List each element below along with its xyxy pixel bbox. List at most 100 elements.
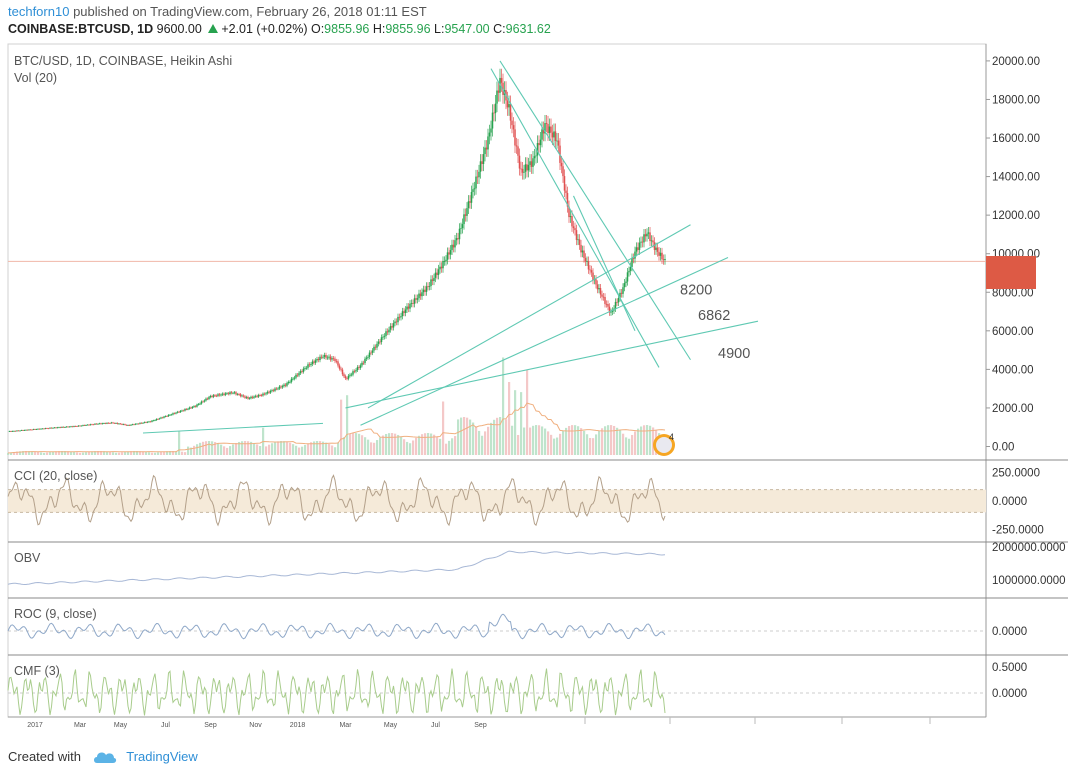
volume-bar	[292, 444, 295, 455]
candle-body	[362, 362, 365, 364]
candle-body	[464, 214, 467, 216]
volume-bar	[481, 435, 484, 455]
volume-bar	[139, 451, 142, 455]
volume-bar	[91, 451, 94, 455]
candle-body	[389, 326, 392, 330]
author-link[interactable]: techforn10	[8, 4, 70, 19]
volume-bar	[265, 446, 268, 455]
candle-body	[55, 427, 57, 429]
candle-body	[164, 416, 167, 417]
candle-body	[458, 228, 461, 240]
candle-body	[185, 409, 188, 410]
candle-body	[167, 414, 170, 417]
candle-body	[433, 277, 435, 281]
symbol-info-bar: COINBASE:BTCUSD, 1D 9600.00 +2.01 (+0.02…	[8, 22, 551, 36]
candle-body	[224, 393, 227, 395]
candle-body	[587, 261, 590, 270]
candle-body	[622, 287, 624, 294]
candle-body	[662, 259, 665, 261]
candle-body	[323, 355, 326, 357]
volume-bar	[163, 451, 166, 455]
candle-body	[566, 193, 569, 207]
candle-body	[452, 244, 455, 248]
candle-body	[290, 378, 293, 382]
volume-bar	[538, 425, 541, 455]
trendline	[499, 60, 691, 361]
candle-body	[47, 428, 50, 430]
candle-body	[319, 356, 321, 361]
candle-body	[418, 293, 420, 299]
chart-title: BTC/USD, 1D, COINBASE, Heikin Ashi	[14, 54, 232, 68]
candle-body	[364, 358, 366, 363]
candle-body	[154, 420, 156, 421]
cci-line	[7, 474, 666, 527]
volume-bar	[631, 434, 634, 455]
volume-bar	[451, 438, 454, 455]
candle-body	[292, 378, 294, 380]
candle-body	[628, 270, 630, 273]
volume-bar	[346, 395, 349, 455]
candle-body	[245, 397, 248, 398]
volume-bar	[232, 444, 235, 455]
candle-body	[344, 376, 347, 379]
candle-body	[652, 240, 654, 243]
candle-body	[310, 364, 312, 366]
candle-body	[250, 396, 252, 399]
candle-body	[475, 176, 477, 189]
volume-bar	[226, 447, 229, 455]
candle-body	[10, 431, 12, 432]
candle-body	[244, 396, 246, 398]
volume-bar	[415, 437, 418, 455]
volume-bar	[532, 425, 535, 455]
candle-body	[406, 306, 408, 310]
candle-body	[142, 422, 144, 424]
volume-bar	[196, 444, 199, 455]
volume-bar	[124, 451, 127, 455]
candle-body	[424, 289, 426, 292]
volume-bar	[493, 419, 496, 455]
candle-body	[59, 427, 62, 429]
candle-body	[160, 417, 162, 419]
volume-bar	[16, 451, 19, 455]
candle-body	[481, 161, 483, 165]
volume-bar	[514, 390, 517, 455]
volume-bar	[487, 426, 490, 455]
price-annotation: 8200	[680, 282, 712, 298]
candle-body	[473, 188, 476, 190]
price-tick-label: 0.00	[992, 442, 1014, 454]
volume-bar	[439, 438, 442, 455]
candle-body	[391, 326, 393, 328]
volume-label: Vol (20)	[14, 71, 57, 85]
candle-body	[392, 323, 395, 328]
candle-body	[274, 388, 276, 391]
candle-body	[334, 358, 336, 361]
volume-bar	[373, 442, 376, 455]
candle-body	[44, 428, 47, 429]
tradingview-link[interactable]: TradingView	[126, 749, 198, 764]
candle-body	[239, 394, 242, 397]
time-tick-label: Jul	[431, 722, 440, 729]
candle-body	[515, 145, 518, 147]
candle-body	[632, 258, 635, 259]
candle-body	[11, 430, 14, 432]
volume-bar	[136, 451, 139, 455]
volume-bar	[520, 392, 523, 455]
candle-body	[124, 424, 126, 426]
volume-bar	[343, 437, 346, 455]
candle-body	[398, 316, 401, 318]
candle-body	[79, 425, 81, 427]
candle-body	[349, 374, 351, 376]
volume-bar	[322, 441, 325, 455]
time-tick-label: Mar	[74, 722, 87, 729]
volume-bar	[526, 370, 529, 455]
volume-bar	[67, 451, 70, 455]
volume-bar	[400, 436, 403, 455]
candle-body	[338, 365, 341, 369]
volume-bar	[628, 438, 631, 455]
candle-body	[187, 408, 189, 410]
event-badge-inner	[656, 437, 672, 453]
volume-bar	[523, 427, 526, 455]
candle-body	[532, 158, 534, 167]
candle-body	[305, 367, 308, 369]
